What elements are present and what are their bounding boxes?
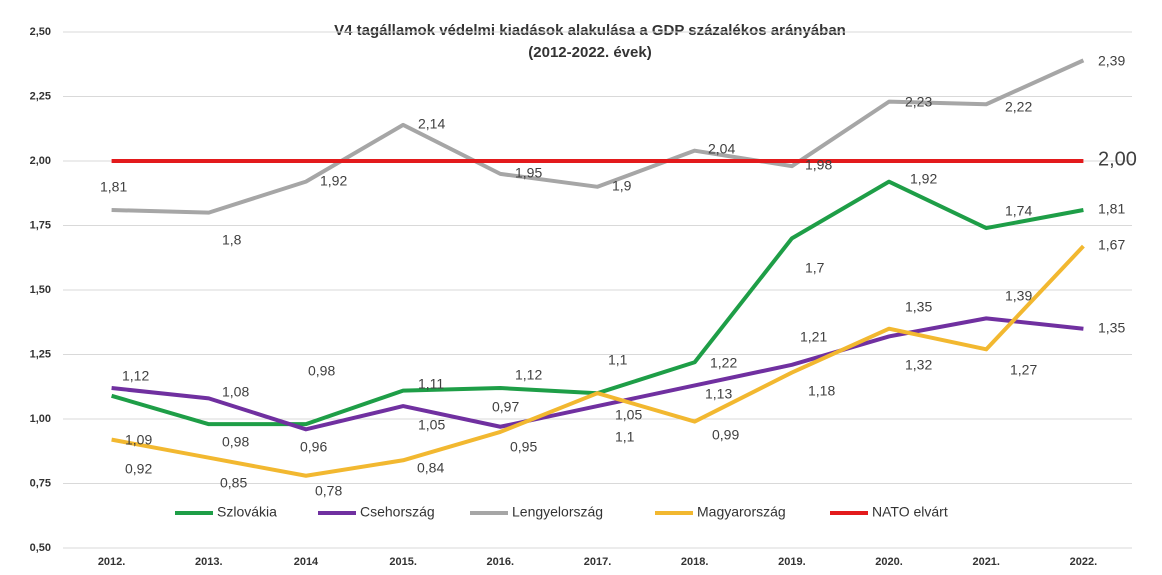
x-tick-label: 2012. <box>98 556 126 568</box>
y-tick-label: 1,75 <box>30 219 51 231</box>
x-tick-label: 2015. <box>389 556 417 568</box>
series-line <box>111 244 1085 478</box>
y-tick-label: 2,50 <box>30 26 51 38</box>
data-label: 0,95 <box>510 439 537 455</box>
data-label: 1,22 <box>710 355 737 371</box>
data-label: 1,32 <box>905 357 932 373</box>
x-tick-label: 2014 <box>294 556 319 568</box>
data-label: 2,00 <box>1098 148 1137 170</box>
data-label: 1,12 <box>122 368 149 384</box>
chart-title: V4 tagállamok védelmi kiadások alakulása… <box>334 22 846 39</box>
data-label: 1,35 <box>905 299 932 315</box>
data-label: 1,05 <box>615 407 642 423</box>
data-label: 1,27 <box>1010 362 1037 378</box>
data-label: 1,35 <box>1098 320 1125 336</box>
y-tick-label: 0,50 <box>30 542 51 554</box>
x-tick-label: 2019. <box>778 556 806 568</box>
y-tick-label: 1,25 <box>30 348 51 360</box>
chart-subtitle: (2012-2022. évek) <box>528 44 651 61</box>
y-tick-label: 1,50 <box>30 284 51 296</box>
data-label: 1,09 <box>125 432 152 448</box>
data-label: 1,39 <box>1005 288 1032 304</box>
series-line <box>111 316 1084 432</box>
grid <box>63 31 1132 549</box>
y-tick-label: 1,00 <box>30 413 51 425</box>
data-label: 1,98 <box>805 157 832 173</box>
x-tick-label: 2022. <box>1070 556 1098 568</box>
y-tick-label: 2,25 <box>30 90 51 102</box>
data-label: 1,08 <box>222 384 249 400</box>
data-label: 1,95 <box>515 165 542 181</box>
data-label: 1,1 <box>615 429 635 445</box>
data-label: 2,04 <box>708 141 735 157</box>
data-label: 0,78 <box>315 483 342 499</box>
data-label: 1,9 <box>612 178 632 194</box>
data-label: 1,81 <box>1098 201 1125 217</box>
x-tick-label: 2021. <box>972 556 1000 568</box>
data-label: 2,23 <box>905 94 932 110</box>
data-label: 0,98 <box>308 363 335 379</box>
data-label: 1,74 <box>1005 203 1032 219</box>
x-tick-label: 2018. <box>681 556 709 568</box>
x-tick-label: 2020. <box>875 556 903 568</box>
legend-label: NATO elvárt <box>872 504 948 520</box>
legend-label: Magyarország <box>697 504 786 520</box>
data-label: 1,12 <box>515 367 542 383</box>
data-label: 1,05 <box>418 417 445 433</box>
data-label: 0,85 <box>220 475 247 491</box>
data-label: 0,99 <box>712 427 739 443</box>
data-label: 1,18 <box>808 383 835 399</box>
data-label: 1,8 <box>222 232 242 248</box>
legend-label: Szlovákia <box>217 504 277 520</box>
data-label: 2,39 <box>1098 53 1125 69</box>
data-label: 0,84 <box>417 460 444 476</box>
series-line <box>111 179 1084 427</box>
data-label: 2,14 <box>418 116 445 132</box>
data-label: 2,22 <box>1005 99 1032 115</box>
data-label: 1,11 <box>418 376 444 392</box>
data-label: 1,1 <box>608 352 628 368</box>
y-tick-label: 0,75 <box>30 477 51 489</box>
x-tick-label: 2017. <box>584 556 612 568</box>
data-label: 1,92 <box>910 171 937 187</box>
x-tick-label: 2016. <box>487 556 515 568</box>
data-label: 1,92 <box>320 173 347 189</box>
legend-label: Csehország <box>360 504 435 520</box>
data-label: 0,92 <box>125 461 152 477</box>
data-label: 1,13 <box>705 386 732 402</box>
data-label: 1,67 <box>1098 237 1125 253</box>
data-label: 0,96 <box>300 439 327 455</box>
data-label: 0,98 <box>222 434 249 450</box>
legend-label: Lengyelország <box>512 504 603 520</box>
data-label: 1,81 <box>100 179 127 195</box>
series-line <box>111 58 1085 215</box>
data-label: 0,97 <box>492 399 519 415</box>
data-label: 1,7 <box>805 260 825 276</box>
data-label: 1,21 <box>800 329 827 345</box>
x-tick-label: 2013. <box>195 556 223 568</box>
y-tick-label: 2,00 <box>30 155 51 167</box>
